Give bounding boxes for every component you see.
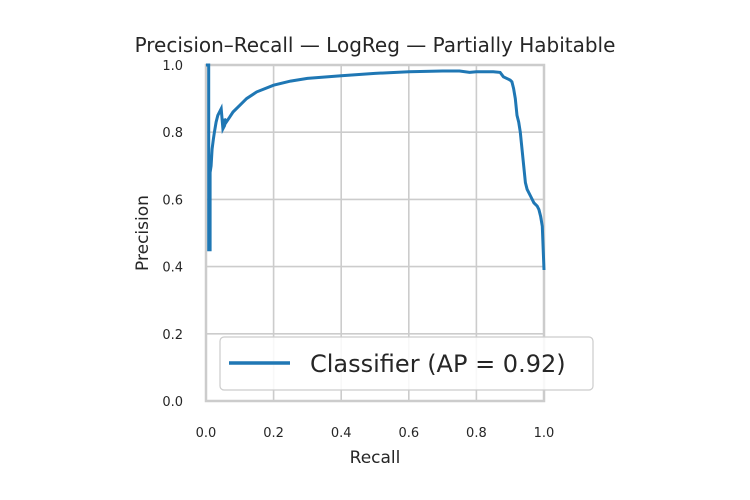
pr-curve-line xyxy=(206,63,546,271)
y-tick-label: 0.2 xyxy=(162,328,183,343)
x-axis-label: Recall xyxy=(350,448,401,468)
series-layer xyxy=(206,63,546,271)
x-tick-label: 0.2 xyxy=(263,426,284,441)
y-tick-label: 1.0 xyxy=(162,59,183,74)
y-tick-label: 0.4 xyxy=(162,261,183,276)
legend-label: Classifier (AP = 0.92) xyxy=(310,350,566,378)
chart-title: Precision–Recall — LogReg — Partially Ha… xyxy=(135,33,616,57)
y-tick-label: 0.0 xyxy=(162,395,183,410)
y-tick-label: 0.8 xyxy=(162,126,183,141)
x-tick-label: 0.6 xyxy=(398,426,419,441)
x-tick-label: 0.0 xyxy=(196,426,217,441)
legend-box xyxy=(219,336,594,391)
y-tick-label: 0.6 xyxy=(162,193,183,208)
x-tick-label: 1.0 xyxy=(534,426,555,441)
y-axis-label: Precision xyxy=(133,195,153,271)
tick-layer: 0.0 0.2 0.4 0.6 0.8 1.0 0.0 0.2 0.4 0.6 0.8 1.0 xyxy=(162,59,554,441)
x-tick-label: 0.4 xyxy=(331,426,352,441)
x-tick-label: 0.8 xyxy=(466,426,487,441)
legend: Classifier (AP = 0.92) xyxy=(219,336,594,391)
